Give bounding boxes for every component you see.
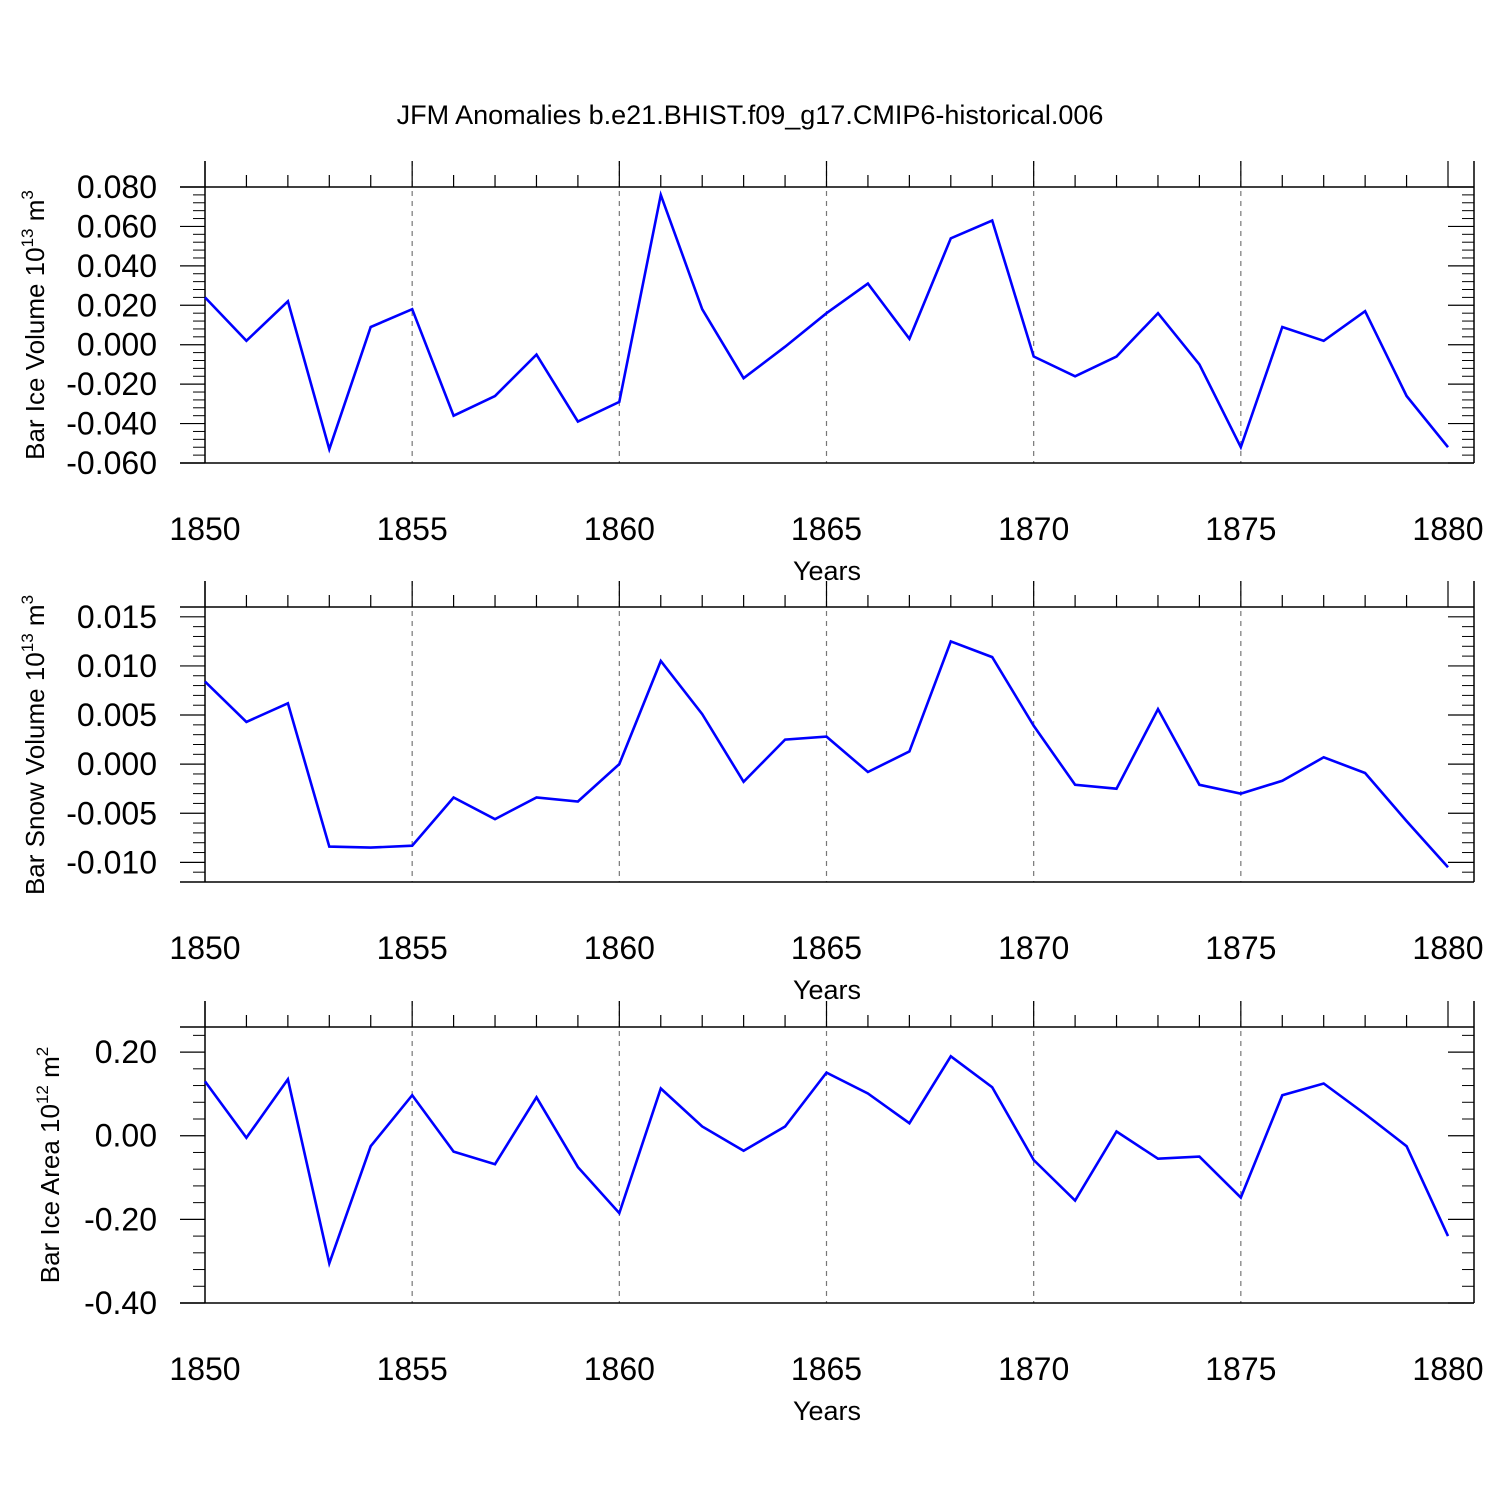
y-axis-label-unit: m bbox=[20, 200, 50, 229]
x-axis-label: Years bbox=[793, 1396, 861, 1426]
x-tick-label: 1865 bbox=[791, 511, 862, 547]
y-axis-label: Bar Ice Area 1012 m2 bbox=[33, 1047, 65, 1284]
y-tick-label: -0.005 bbox=[66, 795, 157, 831]
x-tick-label: 1860 bbox=[584, 930, 655, 966]
y-axis-label-exponent: 13 bbox=[18, 228, 37, 247]
x-tick-label: 1880 bbox=[1412, 511, 1483, 547]
y-tick-label: 0.000 bbox=[77, 327, 157, 363]
y-tick-label: 0.005 bbox=[77, 697, 157, 733]
x-tick-label: 1850 bbox=[169, 511, 240, 547]
y-tick-label: 0.010 bbox=[77, 648, 157, 684]
x-tick-label: 1870 bbox=[998, 930, 1069, 966]
x-tick-label: 1875 bbox=[1205, 930, 1276, 966]
y-tick-label: -0.010 bbox=[66, 844, 157, 880]
y-axis-label-text: Bar Ice Area 10 bbox=[35, 1104, 65, 1283]
x-tick-label: 1865 bbox=[791, 1351, 862, 1387]
y-axis-label: Bar Snow Volume 1013 m3 bbox=[18, 595, 50, 895]
x-tick-label: 1855 bbox=[377, 1351, 448, 1387]
x-tick-label: 1880 bbox=[1412, 1351, 1483, 1387]
figure-title: JFM Anomalies b.e21.BHIST.f09_g17.CMIP6-… bbox=[397, 100, 1104, 130]
y-tick-label: 0.080 bbox=[77, 169, 157, 205]
y-tick-label: 0.000 bbox=[77, 746, 157, 782]
y-tick-label: 0.015 bbox=[77, 599, 157, 635]
y-axis-label-unit-exponent: 3 bbox=[18, 595, 37, 604]
x-tick-label: 1865 bbox=[791, 930, 862, 966]
y-axis-label-unit-exponent: 3 bbox=[18, 190, 37, 199]
y-tick-label: 0.020 bbox=[77, 287, 157, 323]
x-axis-label: Years bbox=[793, 975, 861, 1005]
y-axis-label-exponent: 12 bbox=[33, 1085, 52, 1104]
y-axis-label-unit-exponent: 2 bbox=[33, 1047, 52, 1056]
y-tick-label: 0.20 bbox=[95, 1034, 157, 1070]
chart-panel-2: -0.010 -0.005 0.000 0.005 0.010 0.015 1850 1855… bbox=[18, 581, 1484, 1005]
x-tick-label: 1850 bbox=[169, 930, 240, 966]
y-axis-label-exponent: 13 bbox=[18, 633, 37, 652]
x-tick-label: 1880 bbox=[1412, 930, 1483, 966]
y-tick-label: 0.040 bbox=[77, 248, 157, 284]
y-tick-label: -0.060 bbox=[66, 445, 157, 481]
y-axis-label-text: Bar Snow Volume 10 bbox=[20, 652, 50, 895]
x-tick-label: 1870 bbox=[998, 511, 1069, 547]
y-axis-label-text: Bar Ice Volume 10 bbox=[20, 247, 50, 459]
x-tick-label: 1875 bbox=[1205, 511, 1276, 547]
x-tick-label: 1860 bbox=[584, 1351, 655, 1387]
x-tick-label: 1875 bbox=[1205, 1351, 1276, 1387]
y-axis-label-unit: m bbox=[35, 1056, 65, 1085]
x-tick-label: 1855 bbox=[377, 930, 448, 966]
y-axis-label: Bar Ice Volume 1013 m3 bbox=[18, 190, 50, 460]
y-tick-label: 0.060 bbox=[77, 208, 157, 244]
y-tick-label: 0.00 bbox=[95, 1118, 157, 1154]
x-tick-label: 1850 bbox=[169, 1351, 240, 1387]
y-tick-label: -0.40 bbox=[84, 1285, 157, 1321]
x-tick-label: 1870 bbox=[998, 1351, 1069, 1387]
x-tick-label: 1860 bbox=[584, 511, 655, 547]
y-tick-label: -0.020 bbox=[66, 366, 157, 402]
y-tick-label: -0.20 bbox=[84, 1201, 157, 1237]
y-tick-label: -0.040 bbox=[66, 406, 157, 442]
x-tick-label: 1855 bbox=[377, 511, 448, 547]
chart-panel-3: -0.40 -0.20 0.00 0.20 1850 1855 1860 1865 1870 18… bbox=[33, 1001, 1484, 1426]
y-axis-label-unit: m bbox=[20, 604, 50, 633]
chart-panels: -0.060-0.040-0.0200.0000.0200.0400.0600.… bbox=[18, 161, 1484, 1426]
